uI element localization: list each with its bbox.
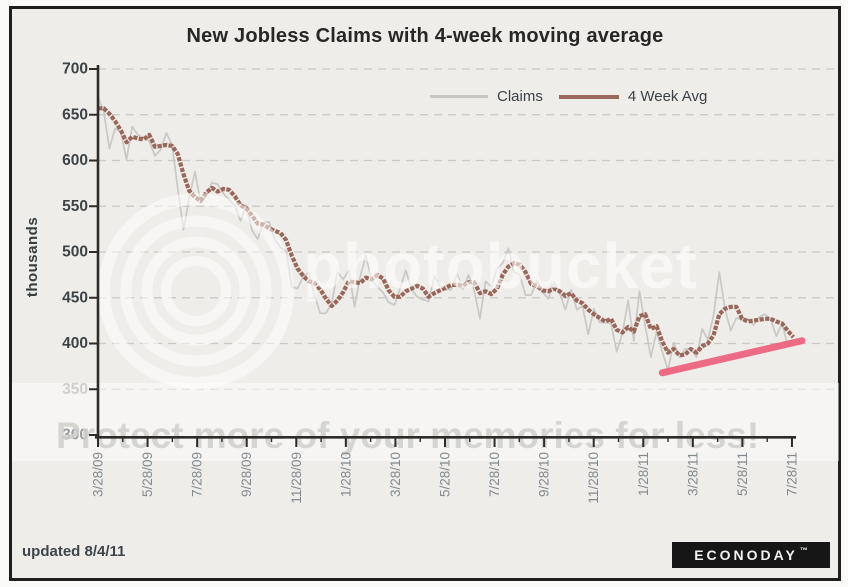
x-tick-label: 3/28/09 — [91, 452, 106, 497]
x-tick-label: 1/28/10 — [338, 452, 353, 497]
legend-item-claims: Claims — [430, 88, 543, 105]
legend-label-4-week-avg: 4 Week Avg — [627, 88, 708, 105]
updated-date-text: updated 8/4/11 — [22, 543, 126, 560]
photobucket-logo-watermark — [161, 256, 231, 326]
legend-label-claims: Claims — [497, 88, 543, 105]
claims-line-swatch — [430, 95, 488, 98]
econoday-logo-text: ECONODAY — [694, 547, 798, 563]
y-tick-label: 600 — [62, 152, 88, 169]
x-tick-label: 11/28/09 — [289, 452, 304, 504]
four-week-avg-line — [98, 106, 795, 358]
x-tick-label: 5/28/11 — [735, 452, 750, 496]
photobucket-logo-watermark — [120, 215, 272, 367]
y-tick-label: 550 — [62, 198, 88, 215]
chart-legend: Claims 4 Week Avg — [430, 88, 707, 105]
chart-title: New Jobless Claims with 4-week moving av… — [186, 25, 664, 47]
photobucket-logo-watermark — [141, 236, 251, 346]
x-tick-label: 7/28/09 — [190, 452, 205, 497]
x-tick-label: 11/28/10 — [586, 452, 601, 504]
x-tick-label: 7/28/11 — [784, 452, 799, 496]
photobucket-watermark-text: photobucket — [303, 230, 698, 302]
y-tick-label: 300 — [62, 427, 88, 444]
y-axis-label: thousands — [24, 216, 41, 298]
x-tick-label: 5/28/09 — [140, 452, 155, 497]
avg-line-swatch — [558, 94, 619, 99]
y-tick-label: 400 — [62, 335, 88, 352]
x-tick-label: 3/28/10 — [388, 452, 403, 497]
x-tick-label: 9/28/09 — [239, 452, 254, 497]
y-tick-label: 350 — [62, 381, 88, 398]
y-tick-label: 450 — [62, 289, 88, 306]
x-tick-label: 1/28/11 — [636, 452, 651, 496]
x-tick-label: 5/28/10 — [437, 452, 452, 497]
watermark-promo-text: Protect more of your memories for less! — [56, 415, 759, 456]
legend-item-4-week-avg: 4 Week Avg — [558, 88, 708, 105]
x-tick-label: 7/28/10 — [487, 452, 502, 497]
y-tick-label: 500 — [62, 244, 88, 261]
trend-line — [658, 337, 806, 377]
econoday-logo: ECONODAY ™ — [672, 542, 830, 568]
x-tick-label: 9/28/10 — [537, 452, 552, 497]
watermark-band — [12, 383, 839, 461]
y-tick-label: 700 — [62, 61, 88, 78]
y-tick-label: 650 — [62, 106, 88, 123]
photobucket-logo-watermark — [98, 193, 294, 389]
trademark-symbol: ™ — [799, 546, 808, 555]
x-tick-label: 3/28/11 — [685, 452, 700, 496]
